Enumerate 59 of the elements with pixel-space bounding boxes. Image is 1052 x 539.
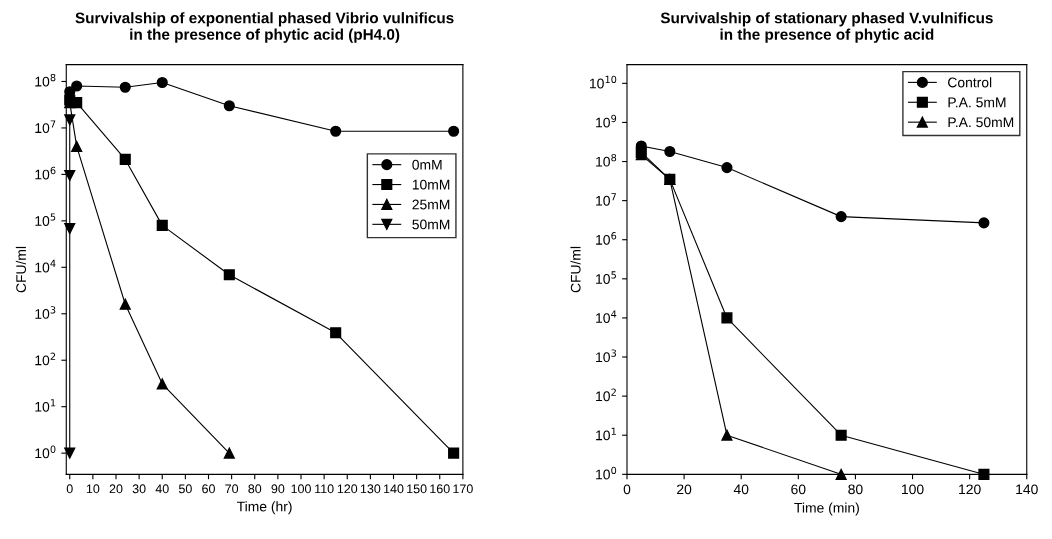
y-axis-title: CFU/ml — [15, 246, 27, 293]
x-tick-label: 20 — [109, 484, 123, 494]
x-tick-label: 120 — [337, 484, 358, 494]
legend-label: P.A. 5mM — [948, 97, 1006, 108]
x-axis-title: Time (hr) — [236, 501, 292, 515]
y-tick-label: 10$^{3}$ — [596, 349, 617, 363]
x-tick-label: 60 — [791, 484, 806, 495]
y-tick-label: 10$^{10}$ — [590, 75, 617, 89]
y-tick-label: 10$^{7}$ — [596, 193, 616, 206]
x-tick-label: 70 — [225, 484, 239, 494]
y-tick-label: 10$^{3}$ — [35, 306, 56, 319]
y-tick-label: 10$^{0}$ — [35, 445, 56, 459]
legend-label: P.A. 50mM — [948, 117, 1014, 128]
y-tick-label: 10$^{6}$ — [35, 166, 56, 180]
x-tick-label: 50 — [178, 484, 192, 494]
y-tick-label: 10$^{2}$ — [596, 388, 616, 402]
x-tick-label: 140 — [384, 484, 404, 494]
x-axis-title: Time (min) — [794, 502, 859, 516]
x-tick-label: 10 — [86, 484, 100, 494]
x-tick-label: 140 — [1016, 484, 1038, 495]
x-tick-label: 120 — [959, 484, 981, 495]
legend-label: 25mM — [412, 199, 450, 210]
y-tick-label: 10$^{4}$ — [596, 310, 617, 323]
x-tick-label: 100 — [902, 484, 924, 495]
x-tick-label: 150 — [407, 484, 427, 494]
x-tick-label: 40 — [155, 484, 169, 494]
x-tick-label: 0 — [623, 484, 631, 495]
x-tick-label: 100 — [291, 484, 311, 494]
x-tick-label: 110 — [315, 484, 334, 494]
y-tick-label: 10$^{2}$ — [35, 352, 56, 366]
y-tick-label: 10$^{7}$ — [35, 120, 56, 134]
x-tick-label: 60 — [202, 484, 215, 494]
legend-label: 50mM — [412, 219, 450, 230]
x-tick-label: 90 — [271, 484, 285, 494]
x-tick-label: 80 — [848, 484, 863, 495]
x-tick-label: 170 — [453, 484, 473, 494]
legend-label: Control — [948, 77, 992, 88]
x-tick-label: 130 — [360, 484, 381, 494]
y-tick-label: 10$^{0}$ — [596, 466, 617, 480]
y-tick-label: 10$^{9}$ — [596, 114, 617, 128]
chart-title: Survivalship of stationary phased V.vulnificus in the presence of phytic acid — [660, 12, 993, 43]
y-tick-label: 10$^{8}$ — [35, 73, 56, 87]
x-tick-label: 160 — [430, 484, 450, 494]
y-axis-title: CFU/ml — [570, 246, 581, 293]
y-tick-label: 10$^{5}$ — [35, 213, 56, 226]
y-tick-label: 10$^{8}$ — [596, 153, 617, 167]
x-tick-label: 20 — [677, 484, 692, 495]
y-tick-label: 10$^{1}$ — [596, 427, 616, 441]
x-tick-label: 0 — [66, 484, 73, 494]
x-tick-label: 30 — [132, 484, 146, 494]
y-tick-label: 10$^{6}$ — [596, 232, 617, 245]
x-tick-label: 80 — [248, 484, 262, 494]
legend-label: 0mM — [412, 159, 442, 170]
y-tick-label: 10$^{1}$ — [35, 399, 56, 412]
y-tick-label: 10$^{5}$ — [596, 271, 616, 284]
y-tick-label: 10$^{4}$ — [35, 259, 56, 273]
chart-title: Survivalship of exponential phased Vibrio vulnificus in the presence of phytic acid (pH4.0) — [75, 12, 454, 43]
legend-label: 10mM — [412, 179, 450, 190]
x-tick-label: 40 — [733, 484, 749, 495]
